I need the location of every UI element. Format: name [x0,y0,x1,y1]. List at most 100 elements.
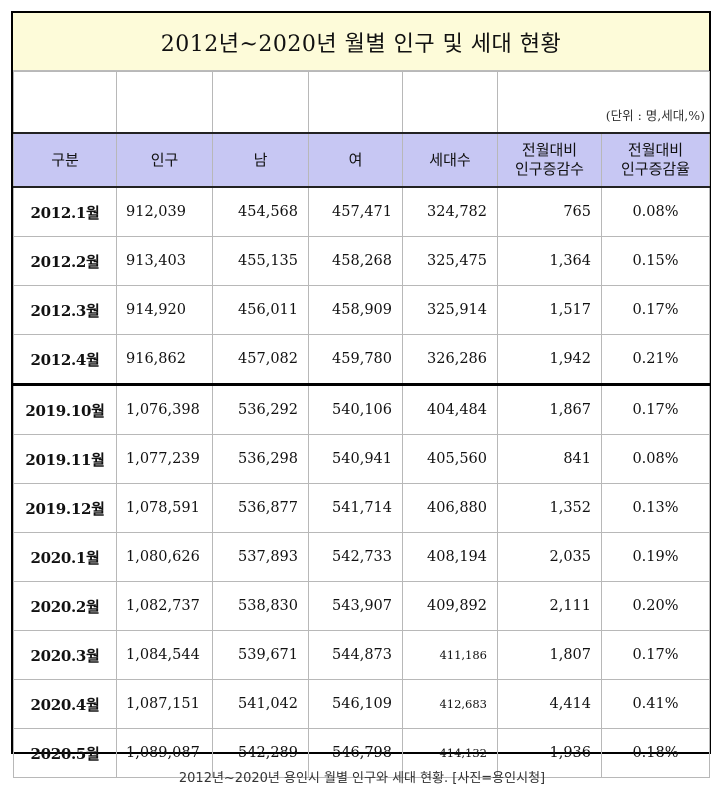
population-cell: 1,080,626 [116,532,213,582]
table-row: 2019.11월 1,077,239 536,298 540,941 405,560 84… [13,434,710,484]
population-cell: 1,089,087 [116,728,213,778]
population-cell: 914,920 [116,285,213,335]
header-change-count: 전월대비 인구증감수 [497,132,602,188]
female-cell: 458,268 [308,236,403,286]
table-row: 2012.4월 916,862 457,082 459,780 326,286 1,942… [13,334,710,385]
month-cell: 2019.10월 [13,383,117,435]
male-cell: 536,292 [212,383,309,435]
change-count-cell: 1,942 [497,334,602,385]
female-cell: 546,798 [308,728,403,778]
month-cell: 2012.2월 [13,236,117,286]
change-count-cell: 2,035 [497,532,602,582]
table-row: 2012.3월 914,920 456,011 458,909 325,914 1,517… [13,285,710,335]
female-cell: 542,733 [308,532,403,582]
households-cell: 406,880 [402,483,498,533]
female-cell: 540,941 [308,434,403,484]
population-cell: 1,077,239 [116,434,213,484]
month-cell: 2020.4월 [13,679,117,729]
male-cell: 538,830 [212,581,309,631]
month-cell: 2020.5월 [13,728,117,778]
table-row: 2020.1월 1,080,626 537,893 542,733 408,194 2,0… [13,532,710,582]
male-cell: 539,671 [212,630,309,680]
population-cell: 1,078,591 [116,483,213,533]
month-cell: 2020.2월 [13,581,117,631]
female-cell: 544,873 [308,630,403,680]
households-cell: 411,186 [402,630,498,680]
change-rate-cell: 0.19% [601,532,710,582]
male-cell: 454,568 [212,186,309,237]
header-category: 구분 [13,132,117,188]
month-cell: 2012.1월 [13,186,117,237]
change-rate-cell: 0.17% [601,383,710,435]
households-cell: 325,914 [402,285,498,335]
month-cell: 2012.4월 [13,334,117,385]
households-cell: 324,782 [402,186,498,237]
households-cell: 326,286 [402,334,498,385]
population-table: (단위 : 명,세대,%) 구분 인구 남 여 세대수 전월대비 인구증감수 전… [13,71,710,778]
female-cell: 546,109 [308,679,403,729]
households-cell: 404,484 [402,383,498,435]
header-row: 구분 인구 남 여 세대수 전월대비 인구증감수 전월대비 인구증감율 [13,132,710,188]
month-cell: 2020.1월 [13,532,117,582]
households-cell: 325,475 [402,236,498,286]
change-rate-cell: 0.08% [601,186,710,237]
table-row: 2012.1월 912,039 454,568 457,471 324,782 765 0.… [13,186,710,237]
header-households: 세대수 [402,132,498,188]
change-count-cell: 765 [497,186,602,237]
male-cell: 537,893 [212,532,309,582]
households-cell: 412,683 [402,679,498,729]
households-cell: 408,194 [402,532,498,582]
change-rate-cell: 0.20% [601,581,710,631]
male-cell: 536,877 [212,483,309,533]
table-row: 2020.5월 1,089,087 542,289 546,798 414,132 1,9… [13,728,710,778]
table-row: 2020.3월 1,084,544 539,671 544,873 411,186 1,8… [13,630,710,680]
female-cell: 459,780 [308,334,403,385]
table-row: 2012.2월 913,403 455,135 458,268 325,475 1,364… [13,236,710,286]
population-cell: 1,087,151 [116,679,213,729]
male-cell: 457,082 [212,334,309,385]
table-row: 2020.2월 1,082,737 538,830 543,907 409,892 2,1… [13,581,710,631]
table-title: 2012년~2020년 월별 인구 및 세대 현황 [13,13,709,71]
change-count-cell: 1,352 [497,483,602,533]
population-cell: 1,084,544 [116,630,213,680]
population-cell: 912,039 [116,186,213,237]
change-rate-cell: 0.17% [601,630,710,680]
change-rate-cell: 0.41% [601,679,710,729]
population-cell: 1,082,737 [116,581,213,631]
male-cell: 541,042 [212,679,309,729]
population-table-frame: 2012년~2020년 월별 인구 및 세대 현황 (단위 : 명,세대,%) … [11,11,711,778]
households-cell: 405,560 [402,434,498,484]
change-count-cell: 841 [497,434,602,484]
change-rate-cell: 0.13% [601,483,710,533]
female-cell: 457,471 [308,186,403,237]
male-cell: 456,011 [212,285,309,335]
header-female: 여 [308,132,403,188]
change-rate-cell: 0.17% [601,285,710,335]
month-cell: 2020.3월 [13,630,117,680]
change-rate-cell: 0.21% [601,334,710,385]
header-male: 남 [212,132,309,188]
change-count-cell: 2,111 [497,581,602,631]
table-body: 2012.1월 912,039 454,568 457,471 324,782 765 0.… [13,186,710,778]
change-count-cell: 1,364 [497,236,602,286]
population-cell: 1,076,398 [116,383,213,435]
female-cell: 543,907 [308,581,403,631]
header-change-rate: 전월대비 인구증감율 [601,132,710,188]
households-cell: 409,892 [402,581,498,631]
photo-caption: 2012년~2020년 용인시 월별 인구와 세대 현황. [사진=용인시청] [178,771,546,786]
change-count-cell: 1,517 [497,285,602,335]
change-rate-cell: 0.15% [601,236,710,286]
table-row: 2019.12월 1,078,591 536,877 541,714 406,880 1,… [13,483,710,533]
table-row: 2020.4월 1,087,151 541,042 546,109 412,683 4,4… [13,679,710,729]
month-cell: 2012.3월 [13,285,117,335]
header-population: 인구 [116,132,213,188]
change-rate-cell: 0.08% [601,434,710,484]
male-cell: 536,298 [212,434,309,484]
table-row: 2019.10월 1,076,398 536,292 540,106 404,484 1,… [13,383,710,435]
female-cell: 540,106 [308,383,403,435]
month-cell: 2019.12월 [13,483,117,533]
female-cell: 541,714 [308,483,403,533]
change-count-cell: 4,414 [497,679,602,729]
month-cell: 2019.11월 [13,434,117,484]
population-cell: 913,403 [116,236,213,286]
